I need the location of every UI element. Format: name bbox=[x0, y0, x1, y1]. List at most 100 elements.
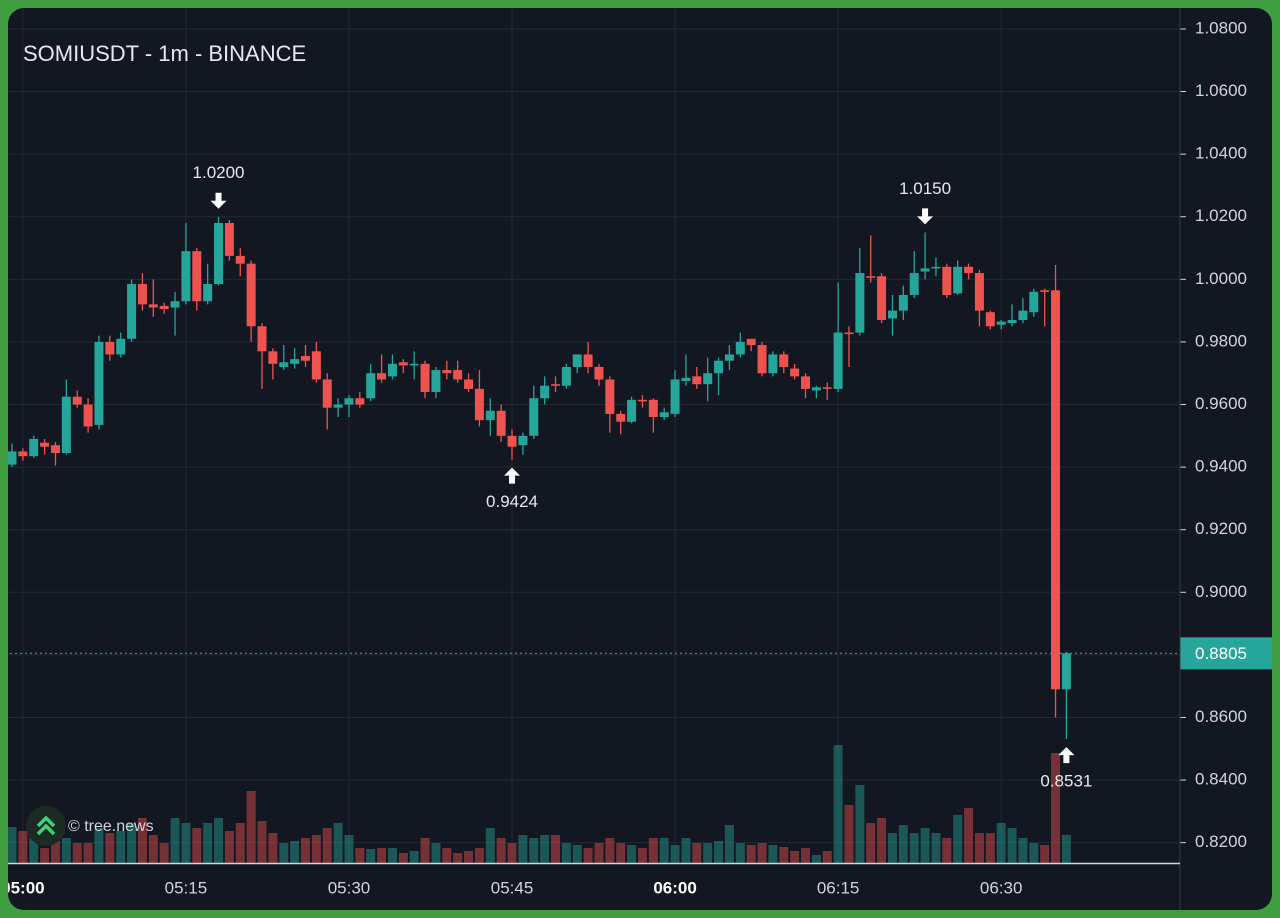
y-tick-label: 0.9200 bbox=[1195, 519, 1247, 538]
volume-bar bbox=[192, 828, 202, 863]
y-tick-label: 1.0800 bbox=[1195, 18, 1247, 37]
candle-body bbox=[887, 310, 897, 319]
candle-body bbox=[311, 351, 321, 380]
candle-body bbox=[61, 396, 71, 454]
candle-body bbox=[996, 321, 1006, 325]
volume-bar bbox=[507, 843, 517, 863]
volume-bar bbox=[855, 785, 865, 863]
candle-body bbox=[909, 273, 919, 295]
candle-body bbox=[366, 373, 376, 399]
volume-bar bbox=[974, 833, 984, 863]
volume-bar bbox=[659, 838, 669, 863]
volume-bar bbox=[355, 848, 365, 863]
volume-bar bbox=[181, 823, 191, 863]
candle-body bbox=[83, 404, 93, 427]
candle-body bbox=[279, 362, 289, 367]
volume-bar bbox=[442, 848, 452, 863]
volume-bar bbox=[344, 835, 354, 863]
volume-bar bbox=[257, 821, 267, 863]
volume-bar bbox=[40, 848, 50, 863]
candle-body bbox=[377, 373, 387, 380]
volume-bar bbox=[518, 835, 528, 863]
candle-body bbox=[583, 354, 593, 367]
candle-body bbox=[1029, 291, 1039, 313]
volume-bar bbox=[714, 841, 724, 863]
volume-bar bbox=[757, 843, 767, 863]
candle-body bbox=[572, 354, 582, 367]
candle-body bbox=[387, 363, 397, 377]
annotation-label: 0.8531 bbox=[1040, 772, 1092, 791]
candle-body bbox=[822, 387, 832, 389]
candle-body bbox=[159, 305, 169, 310]
candle-body bbox=[637, 399, 647, 402]
volume-bar bbox=[137, 818, 147, 863]
candle-body bbox=[485, 410, 495, 421]
candle-body bbox=[507, 435, 517, 447]
candle-body bbox=[8, 451, 17, 465]
volume-bar bbox=[377, 848, 387, 863]
candle-body bbox=[855, 273, 865, 333]
volume-bar bbox=[583, 848, 593, 863]
candle-body bbox=[866, 276, 876, 278]
watermark: © tree.news bbox=[68, 818, 154, 835]
candle-body bbox=[735, 341, 745, 355]
candle-body bbox=[724, 354, 734, 361]
candle-body bbox=[757, 345, 767, 374]
candle-body bbox=[1018, 310, 1028, 321]
volume-bar bbox=[529, 838, 539, 863]
volume-bar bbox=[866, 823, 876, 863]
volume-bar bbox=[942, 838, 952, 863]
candle-body bbox=[322, 379, 332, 408]
volume-bar bbox=[148, 835, 158, 863]
y-tick-label: 0.8600 bbox=[1195, 707, 1247, 726]
annotation-arrow bbox=[1058, 747, 1075, 764]
candle-body bbox=[529, 398, 539, 436]
candle-body bbox=[833, 332, 843, 389]
candle-body bbox=[420, 363, 430, 392]
volume-bar bbox=[300, 838, 310, 863]
volume-bar bbox=[8, 827, 17, 863]
candle-body bbox=[616, 413, 626, 422]
candle-body bbox=[464, 379, 474, 389]
candle-body bbox=[648, 399, 658, 418]
candle-body bbox=[551, 384, 560, 386]
volume-bar bbox=[72, 843, 82, 863]
watermark-logo bbox=[26, 806, 66, 846]
y-tick-label: 0.9800 bbox=[1195, 331, 1247, 350]
candle-body bbox=[105, 341, 115, 355]
candle-body bbox=[18, 451, 28, 457]
volume-bar bbox=[877, 818, 887, 863]
candle-body bbox=[94, 341, 104, 425]
candle-body bbox=[692, 376, 702, 385]
candle-body bbox=[746, 338, 756, 346]
candle-body bbox=[594, 366, 604, 380]
annotation-label: 0.9424 bbox=[486, 492, 538, 511]
candle-body bbox=[257, 326, 267, 352]
volume-bar bbox=[29, 838, 39, 863]
candle-body bbox=[974, 273, 984, 311]
candle-body bbox=[561, 366, 571, 386]
candle-body bbox=[268, 351, 278, 364]
volume-bar bbox=[964, 808, 974, 863]
candle-body bbox=[670, 379, 680, 414]
candle-body bbox=[137, 284, 147, 305]
candle-body bbox=[779, 354, 789, 367]
candle-body bbox=[844, 332, 854, 335]
volume-bar bbox=[811, 855, 821, 863]
candle-body bbox=[442, 370, 452, 374]
volume-bar bbox=[18, 831, 28, 863]
candle-body bbox=[605, 379, 615, 414]
volume-bar bbox=[898, 825, 908, 863]
volume-bar bbox=[1051, 753, 1061, 863]
x-tick-label: 05:30 bbox=[328, 878, 371, 897]
annotation-label: 1.0150 bbox=[899, 179, 951, 198]
volume-bar bbox=[431, 843, 441, 863]
candle-body bbox=[409, 363, 419, 366]
volume-bar bbox=[224, 831, 234, 863]
candle-body bbox=[768, 354, 778, 374]
volume-bar bbox=[1018, 838, 1028, 863]
candle-body bbox=[942, 266, 952, 295]
volume-bar bbox=[246, 791, 256, 863]
last-price-label: 0.8805 bbox=[1195, 644, 1247, 663]
y-tick-label: 0.9400 bbox=[1195, 457, 1247, 476]
